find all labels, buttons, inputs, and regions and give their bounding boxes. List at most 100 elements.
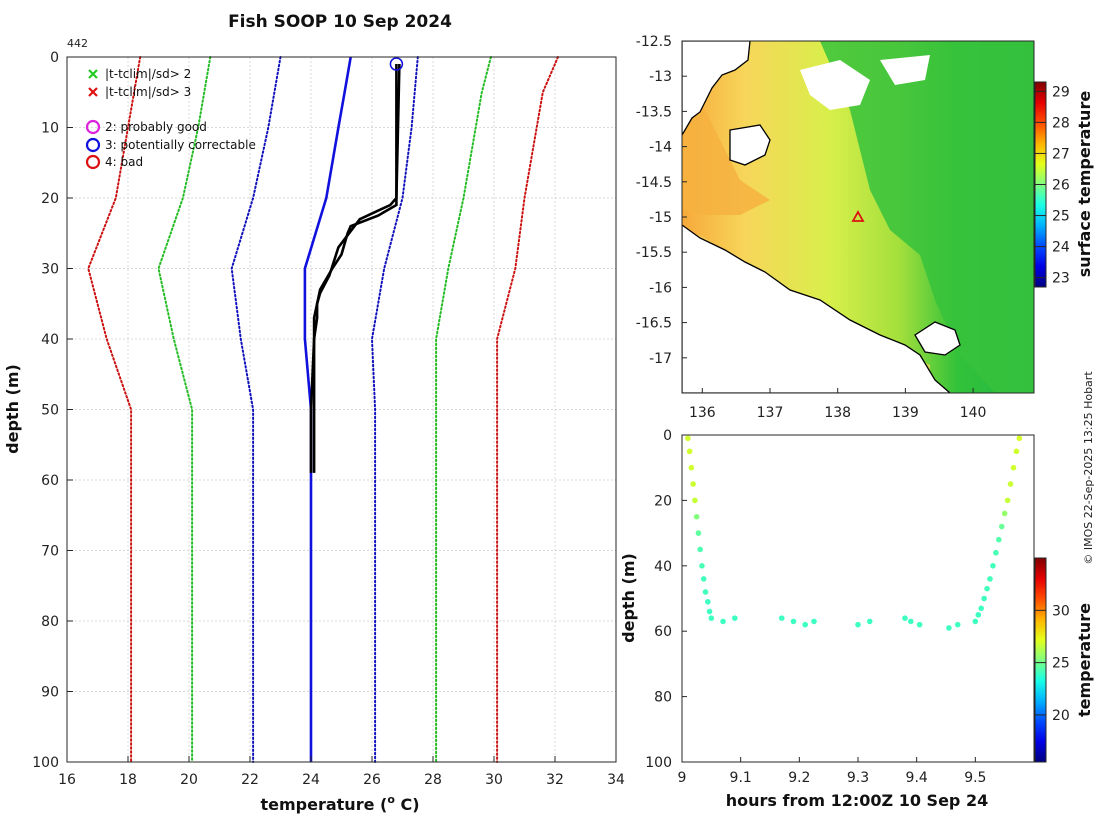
map-colorbar-tick-label: 23 <box>1052 271 1070 287</box>
map-y-tick-label: -16.5 <box>636 316 672 332</box>
time-depth-y-tick-label: 80 <box>654 690 672 706</box>
profile-x-tick-label: 30 <box>485 772 503 788</box>
map-colorbar-tick-label: 24 <box>1052 240 1070 256</box>
time-depth-point <box>688 464 695 471</box>
legend-label: 4: bad <box>105 155 143 169</box>
time-depth-point <box>975 612 982 618</box>
land-cape-york <box>682 41 751 137</box>
map-colorbar-tick-label: 28 <box>1052 115 1070 131</box>
profile-y-label: depth (m) <box>3 364 22 454</box>
time-depth-point <box>866 618 873 625</box>
flag-marker-circle <box>389 57 404 71</box>
time-depth-point <box>708 615 715 621</box>
time-depth-point <box>1001 510 1008 517</box>
time-depth-point <box>954 621 961 628</box>
profile-x-tick-label: 24 <box>302 772 320 788</box>
profile-y-tick-label: 20 <box>41 191 59 207</box>
time-depth-x-tick-label: 9.3 <box>847 770 869 786</box>
profile-y-tick-label: 80 <box>41 614 59 630</box>
profile-y-tick-label: 30 <box>41 262 59 278</box>
map-y-tick-label: -13 <box>649 69 672 85</box>
time-depth-y-tick-label: 60 <box>654 624 672 640</box>
profile-y-tick-label: 100 <box>32 755 59 771</box>
time-depth-point <box>998 523 1005 530</box>
profile-title: Fish SOOP 10 Sep 2024 <box>228 12 452 32</box>
time-depth-point <box>706 608 713 615</box>
map-x-tick-label: 138 <box>824 405 851 421</box>
time-depth-point <box>855 621 861 628</box>
legend-x-marker <box>88 87 98 97</box>
profile-y-tick-label: 50 <box>41 403 59 419</box>
profile-y-tick-label: 40 <box>41 332 59 348</box>
series-clim-2sd-high <box>435 56 492 763</box>
time-depth-point <box>908 618 914 625</box>
profile-x-tick-label: 20 <box>180 772 198 788</box>
map-x-tick-label: 136 <box>689 405 716 421</box>
time-depth-y-tick-label: 20 <box>654 493 672 509</box>
time-depth-point <box>690 481 696 487</box>
map-y-tick-label: -16 <box>649 280 672 296</box>
series-clim-2sd-low <box>157 56 212 763</box>
profile-annotation: 442 <box>67 37 88 50</box>
map-y-tick-label: -12.5 <box>636 34 672 50</box>
time-depth-chart: 9 9.1 9.2 9.3 9.4 9.5 0 20 40 60 80 100 hours from 1… <box>619 428 1094 810</box>
profile-x-tick-label: 32 <box>546 772 564 788</box>
time-depth-point <box>978 605 984 612</box>
time-depth-x-tick-label: 9 <box>678 770 687 786</box>
time-depth-point <box>686 448 693 455</box>
time-depth-point <box>705 598 711 605</box>
profile-plot-area <box>67 57 616 762</box>
map-y-tick-label: -15.5 <box>636 245 672 261</box>
time-depth-y-tick-label: 0 <box>663 428 672 444</box>
time-depth-point <box>987 576 993 582</box>
temperature-colorbar-tick-label: 25 <box>1052 656 1070 672</box>
legend-label: 3: potentially correctable <box>105 138 256 152</box>
legend-label: |t-tclim|/sd> 3 <box>105 85 191 99</box>
time-depth-point <box>993 549 999 556</box>
time-depth-x-tick-label: 9.1 <box>730 770 752 786</box>
legend-circle-marker <box>85 154 101 170</box>
profile-x-label: temperature (o C) <box>260 793 419 814</box>
series-clim-3sd-low <box>87 56 142 763</box>
map-x-tick-label: 139 <box>892 405 919 421</box>
time-depth-x-tick-label: 9.4 <box>906 770 928 786</box>
profile-chart: 16 18 20 22 24 26 28 30 32 34 0 10 20 30 40 50 60 70 80 90 1… <box>3 12 625 814</box>
land-island <box>914 321 961 356</box>
time-depth-point <box>732 615 738 621</box>
legend-circle-marker <box>85 119 101 135</box>
profile-y-tick-label: 90 <box>41 685 59 701</box>
sst-map: 136 137 138 139 140 -12.5 -13 -13.5 -14 -14.5 -15 -… <box>636 34 1094 421</box>
map-colorbar-tick-label: 27 <box>1052 146 1070 162</box>
profile-x-tick-label: 34 <box>607 772 625 788</box>
legend-label: 2: probably good <box>105 120 207 134</box>
profile-legend: |t-tclim|/sd> 2 |t-tclim|/sd> 3 2: probabl… <box>85 67 256 170</box>
time-depth-point <box>700 576 707 582</box>
series-clim-1sd-low <box>230 56 282 763</box>
time-depth-point <box>990 563 996 569</box>
land-southern-coast <box>682 224 951 393</box>
series-clim-mean <box>303 56 352 762</box>
time-depth-point <box>802 621 808 628</box>
land-island <box>729 124 771 166</box>
time-depth-point <box>695 530 702 536</box>
time-depth-point <box>693 513 700 520</box>
profile-x-tick-label: 16 <box>58 772 76 788</box>
time-depth-point <box>1010 464 1017 471</box>
time-depth-point <box>685 435 691 442</box>
temperature-colorbar-tick-label: 30 <box>1052 603 1070 619</box>
map-x-tick-label: 137 <box>757 405 784 421</box>
time-depth-point <box>1013 448 1020 455</box>
series-clim-1sd-high <box>370 56 419 763</box>
map-y-tick-label: -14.5 <box>636 175 672 191</box>
map-y-tick-label: -15 <box>649 210 672 226</box>
profile-x-tick-label: 26 <box>363 772 381 788</box>
time-depth-point <box>972 618 979 625</box>
time-depth-plot-area <box>682 435 1034 762</box>
profile-y-tick-label: 10 <box>41 121 59 137</box>
time-depth-point <box>811 618 817 625</box>
no-data-patch <box>880 55 930 85</box>
time-depth-point <box>996 536 1002 543</box>
map-colorbar-label: surface temperature <box>1075 91 1094 278</box>
map-y-tick-label: -17 <box>649 351 672 367</box>
time-depth-point <box>778 615 785 621</box>
